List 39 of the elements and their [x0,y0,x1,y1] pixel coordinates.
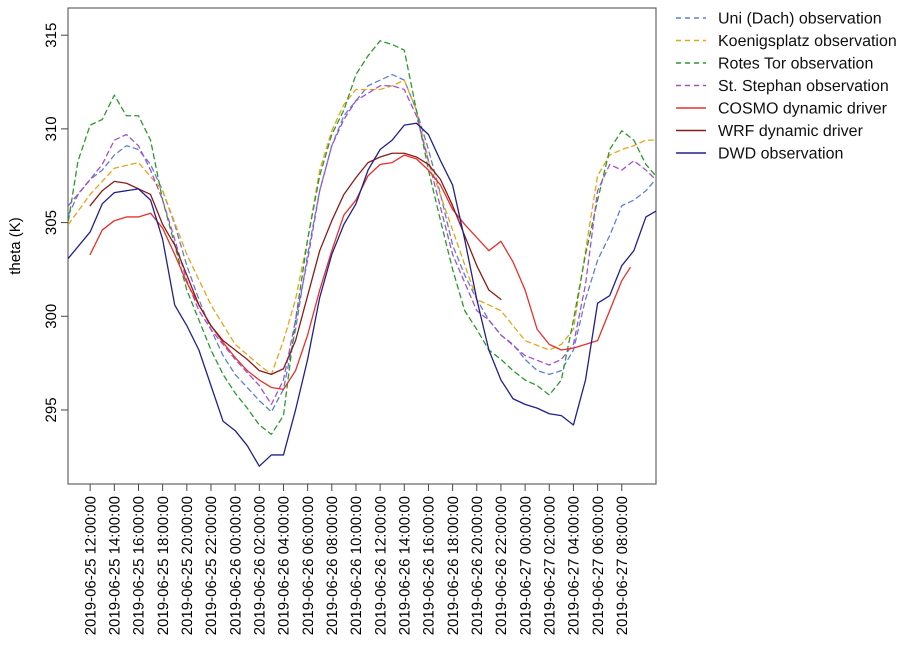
legend-label: St. Stephan observation [718,78,889,96]
x-tick-label: 2019-06-25 20:00:00 [179,496,196,636]
x-tick-label: 2019-06-25 12:00:00 [82,496,100,636]
x-tick-label: 2019-06-25 18:00:00 [154,496,172,636]
y-tick-label: 315 [43,22,60,48]
x-tick-label: 2019-06-27 08:00:00 [614,496,632,636]
x-tick-label: 2019-06-26 00:00:00 [227,496,244,636]
line-series [68,122,656,467]
y-tick-label: 305 [43,210,60,236]
y-axis-title: theta (K) [7,217,24,275]
x-tick-label: 2019-06-26 08:00:00 [324,496,342,636]
y-tick-label: 295 [43,397,60,422]
x-tick-label: 2019-06-27 02:00:00 [542,496,559,636]
line-series [90,154,631,390]
x-tick-label: 2019-06-27 06:00:00 [590,496,607,636]
legend-label: Uni (Dach) observation [718,10,882,28]
y-tick-label: 300 [43,304,60,329]
legend-label: DWD observation [718,146,844,163]
x-tick-label: 2019-06-26 04:00:00 [276,496,293,636]
x-tick-label: 2019-06-26 18:00:00 [444,496,462,636]
x-tick-label: 2019-06-26 22:00:00 [493,496,510,636]
x-tick-label: 2019-06-25 14:00:00 [106,496,124,636]
x-tick-label: 2019-06-26 14:00:00 [396,496,414,636]
x-tick-label: 2019-06-25 16:00:00 [130,496,148,636]
x-tick-label: 2019-06-26 16:00:00 [420,496,438,636]
x-tick-label: 2019-06-26 12:00:00 [372,496,390,636]
x-tick-label: 2019-06-26 10:00:00 [348,496,366,636]
legend-label: Koenigsplatz observation [718,33,897,50]
x-tick-label: 2019-06-27 04:00:00 [566,496,583,636]
x-tick-label: 2019-06-27 00:00:00 [517,496,534,636]
line-series [90,152,502,376]
legend-label: Rotes Tor observation [718,56,874,73]
x-tick-label: 2019-06-25 22:00:00 [203,496,220,636]
x-tick-label: 2019-06-26 02:00:00 [252,496,269,636]
legend-label: WRF dynamic driver [718,123,864,140]
y-tick-label: 310 [43,116,60,142]
x-tick-label: 2019-06-26 20:00:00 [469,496,486,636]
x-tick-label: 2019-06-26 06:00:00 [300,496,317,636]
legend-label: COSMO dynamic driver [718,100,888,118]
